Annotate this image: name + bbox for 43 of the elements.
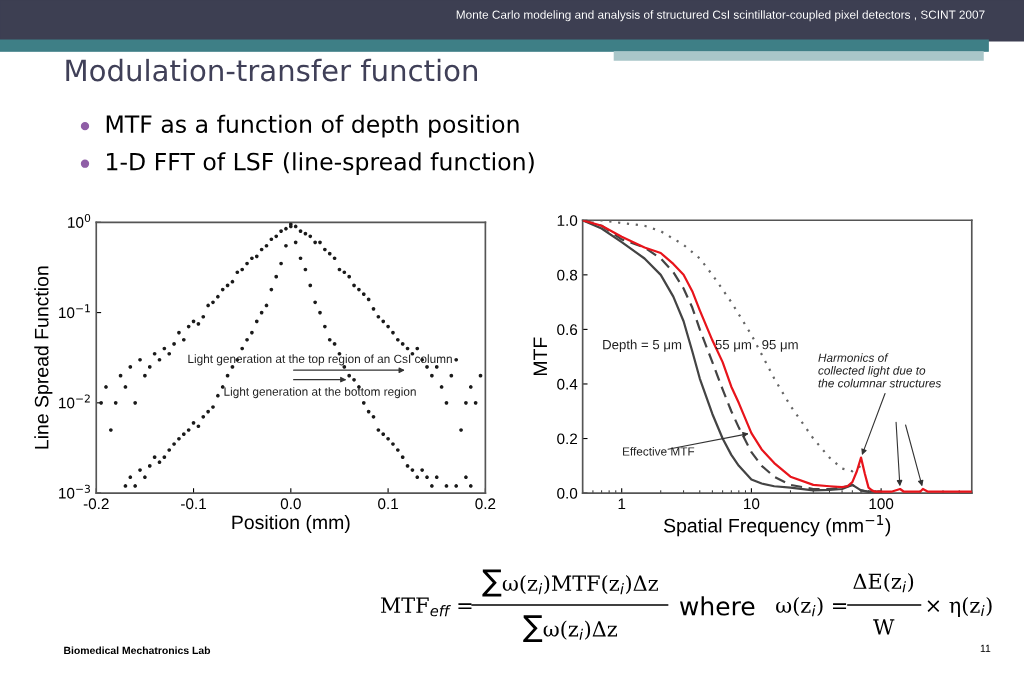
annotation: Light generation at the top region of an CsI column: [188, 354, 452, 366]
y-tick-label: 0.6: [557, 324, 578, 336]
annotation: Effective MTF: [623, 447, 695, 456]
x-axis-title: Position (mm): [232, 514, 350, 534]
text: ∑ω(z$_{i}$)MTF(z$_{i}$)Δz: [482, 569, 658, 597]
y-tick-label: 0.2: [557, 433, 578, 445]
x-tick-label: 0.0: [280, 498, 301, 510]
annotation: 55 μm: [715, 340, 752, 352]
text: W: [873, 619, 895, 635]
y-tick-label: 1.0: [557, 215, 578, 226]
text: where: [679, 596, 755, 616]
x-tick-label: 100: [869, 498, 894, 510]
y-tick-label: 10$^{−3}$: [59, 484, 90, 499]
text: ∑ω(z$_{i}$)Δz: [523, 615, 618, 643]
annotation: Harmonics of collected light due to the columnar structures: [818, 353, 942, 388]
annotation: 95 μm: [762, 339, 798, 352]
x-tick-label: 1: [618, 498, 626, 510]
text: ΔE(z$_{i}$): [853, 573, 914, 593]
y-tick-label: 10$^{0}$: [68, 213, 91, 228]
annotation: Depth = 5 μm: [603, 339, 682, 352]
y-axis-title: Line Spread Function: [34, 266, 53, 449]
annotation: Light generation at the bottom region: [224, 387, 416, 399]
text: Monte Carlo modeling and analysis of structured CsI scintillator-coupled pixel detectors , SCINT 2007: [456, 10, 985, 22]
text: 11: [980, 644, 991, 652]
chart-title: Modulation-transfer function: [66, 58, 477, 82]
x-tick-label: 10: [744, 498, 760, 510]
text: MTF as a function of depth position: [106, 114, 519, 138]
text: ω(z$_{i}$) =: [776, 596, 847, 617]
x-tick-label: -0.1: [181, 498, 206, 510]
y-tick-label: 0.4: [557, 378, 578, 390]
x-tick-label: 0.1: [378, 498, 398, 510]
x-tick-label: 0.2: [475, 498, 496, 510]
y-tick-label: 0.8: [557, 269, 578, 281]
text: Biomedical Mechatronics Lab: [64, 646, 211, 655]
y-tick-label: 10$^{−2}$: [59, 394, 90, 409]
y-tick-label: 10$^{−1}$: [59, 304, 90, 319]
y-tick-label: 0.0: [557, 487, 578, 499]
text: 1-D FFT of LSF (line-spread function): [107, 152, 534, 176]
x-tick-label: -0.2: [83, 498, 109, 510]
text: MTF$_{eff}$ =: [380, 597, 472, 617]
x-axis-title: Spatial Frequency (mm$^{−1}$): [663, 514, 891, 537]
y-axis-title: MTF: [533, 337, 547, 376]
text: × η(z$_{i}$): [927, 596, 992, 618]
